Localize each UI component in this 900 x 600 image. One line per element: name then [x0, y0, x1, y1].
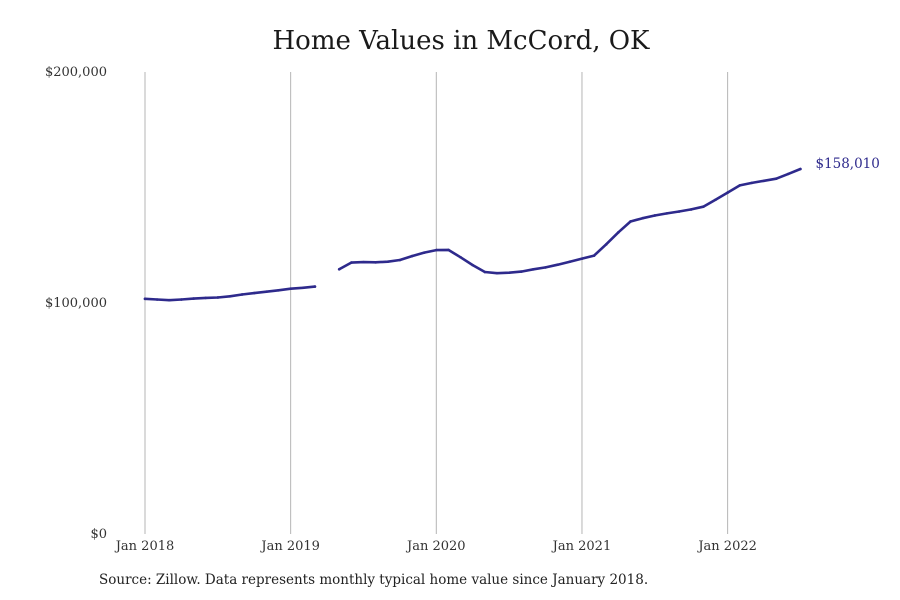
data-point — [568, 260, 572, 263]
data-point — [677, 210, 681, 213]
chart-title: Home Values in McCord, OK — [272, 26, 650, 56]
data-point — [204, 296, 207, 300]
data-point — [629, 220, 632, 223]
data-point — [155, 298, 159, 301]
data-point — [362, 260, 365, 264]
data-point — [386, 260, 390, 263]
data-point — [617, 231, 620, 234]
data-point — [689, 208, 693, 211]
x-tick-label: Jan 2021 — [551, 539, 612, 554]
data-point — [289, 287, 292, 290]
data-point — [787, 172, 790, 176]
data-point — [580, 257, 584, 260]
data-point — [410, 254, 414, 258]
y-tick-label: $200,000 — [45, 65, 107, 80]
data-point — [750, 181, 754, 185]
x-tick-label: Jan 2020 — [405, 539, 466, 554]
vertical-gridlines — [144, 72, 729, 534]
data-point — [216, 296, 220, 299]
data-point — [350, 261, 353, 264]
data-point — [277, 288, 280, 292]
x-tick-label: Jan 2018 — [114, 539, 175, 554]
data-point — [556, 263, 559, 266]
data-point — [604, 243, 608, 246]
end-value-label: $158,010 — [815, 156, 879, 172]
data-point — [447, 248, 450, 252]
data-point — [495, 271, 499, 275]
data-point — [192, 297, 195, 300]
data-point — [228, 295, 232, 298]
data-point — [544, 266, 547, 269]
data-point — [313, 285, 317, 288]
data-point — [519, 270, 523, 273]
data-point — [738, 184, 742, 187]
data-point — [143, 297, 147, 301]
data-point — [422, 251, 426, 254]
data-point — [726, 191, 729, 194]
data-point — [167, 298, 171, 302]
data-point — [507, 271, 511, 275]
data-point — [180, 298, 183, 301]
source-note: Source: Zillow. Data represents monthly … — [99, 572, 649, 588]
data-point — [301, 286, 305, 290]
data-point — [483, 270, 487, 274]
series-line — [143, 167, 802, 302]
data-point — [714, 198, 717, 202]
data-point — [641, 216, 644, 220]
data-point — [398, 258, 402, 262]
y-tick-label: $100,000 — [45, 296, 107, 311]
data-point — [762, 179, 766, 183]
data-point — [435, 248, 438, 252]
data-point — [532, 267, 535, 271]
y-axis-tick-labels: $0 $100,000 $200,000 — [45, 65, 107, 542]
y-tick-label: $0 — [90, 527, 107, 542]
data-point — [240, 293, 244, 296]
annotations: $158,010 — [815, 156, 879, 172]
data-point — [592, 254, 596, 257]
data-point — [252, 291, 256, 295]
data-point — [702, 205, 705, 208]
x-tick-label: Jan 2022 — [696, 539, 757, 554]
data-point — [459, 255, 462, 259]
data-point — [374, 261, 377, 264]
data-point — [653, 214, 657, 217]
data-point — [665, 212, 669, 215]
x-tick-label: Jan 2019 — [259, 539, 320, 554]
data-point — [471, 263, 475, 267]
data-point — [799, 167, 802, 171]
series-line-segment — [337, 167, 802, 275]
data-point — [265, 290, 268, 293]
data-point — [774, 177, 778, 181]
data-point — [337, 267, 341, 271]
x-axis-tick-labels: Jan 2018 Jan 2019 Jan 2020 Jan 2021 Jan 2022 — [114, 539, 757, 554]
